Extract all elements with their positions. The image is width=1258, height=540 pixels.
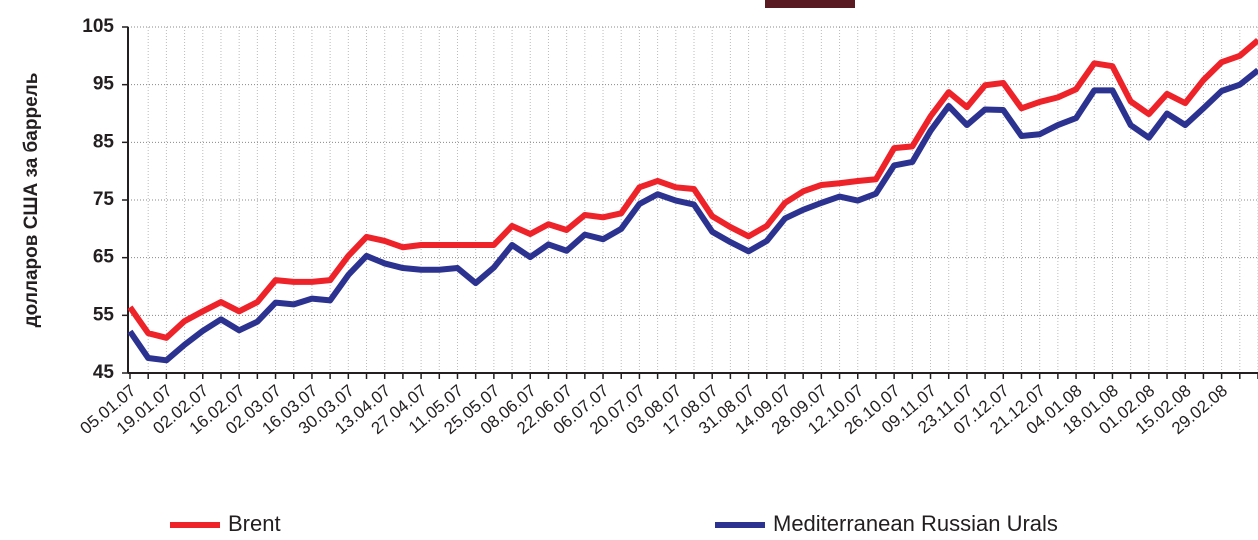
y-tick-label: 55 bbox=[93, 304, 115, 325]
y-tick-label: 85 bbox=[93, 131, 115, 152]
y-axis-title: долларов США за баррель bbox=[21, 73, 42, 328]
series-line bbox=[127, 37, 1258, 341]
y-tick-label: 45 bbox=[93, 362, 115, 383]
y-tick-label: 65 bbox=[93, 247, 115, 268]
legend-label: Brent bbox=[228, 511, 281, 536]
y-tick-label: 95 bbox=[93, 74, 115, 95]
y-tick-label: 105 bbox=[82, 16, 114, 37]
image-fragment bbox=[765, 0, 855, 8]
y-tick-label: 75 bbox=[93, 189, 115, 210]
series-line bbox=[127, 67, 1258, 364]
legend-label: Mediterranean Russian Urals bbox=[773, 511, 1058, 536]
